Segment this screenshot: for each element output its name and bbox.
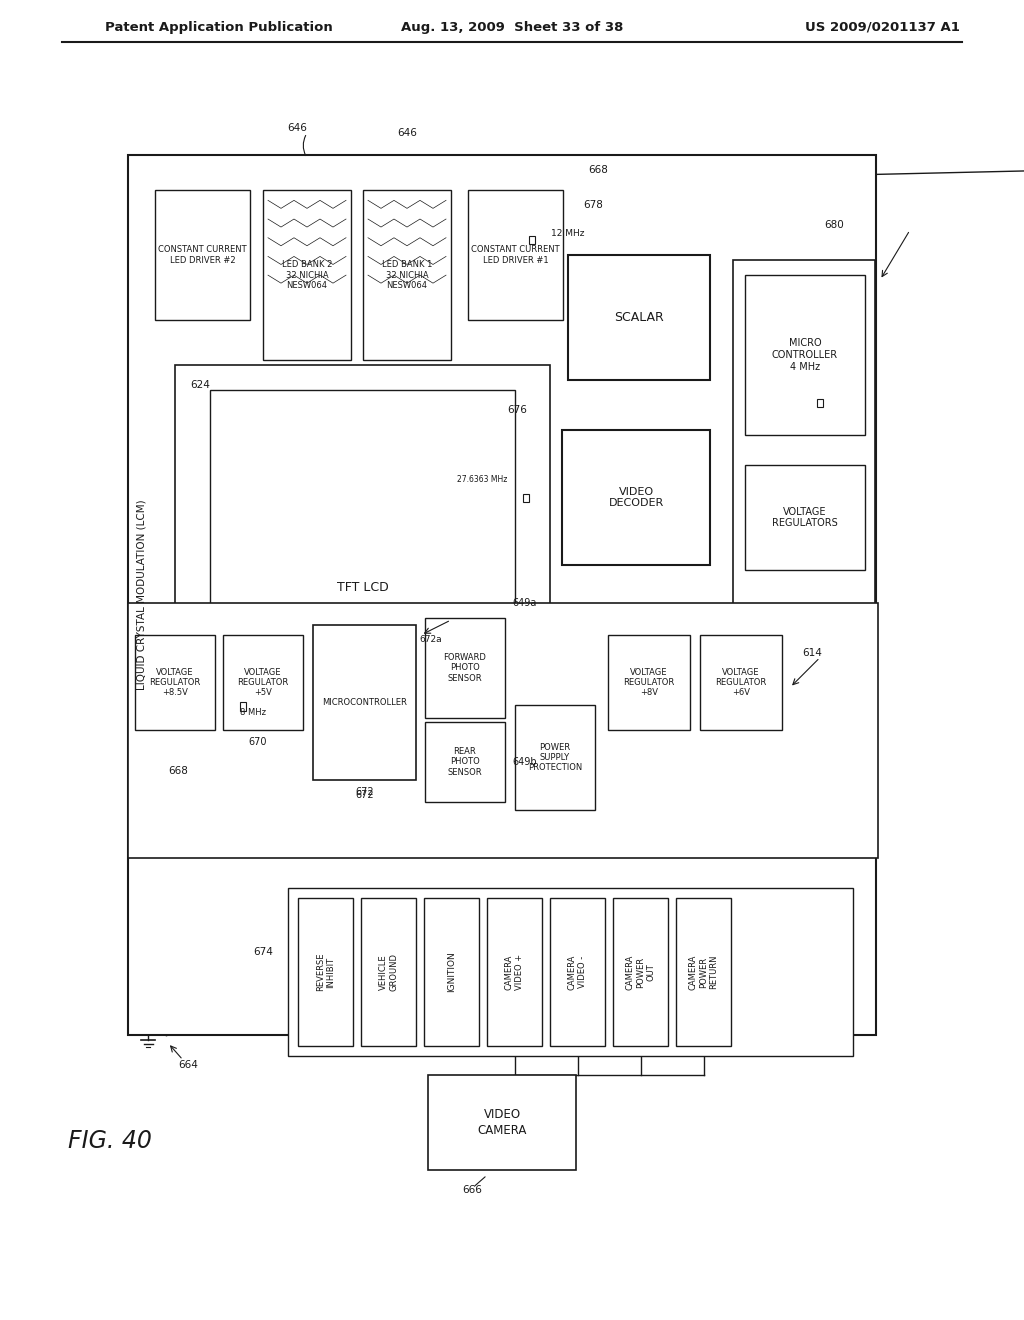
FancyBboxPatch shape <box>298 898 353 1045</box>
Text: 668: 668 <box>168 766 188 776</box>
FancyBboxPatch shape <box>240 702 246 710</box>
Text: VOLTAGE
REGULATOR
+8V: VOLTAGE REGULATOR +8V <box>624 668 675 697</box>
Text: LIQUID CRYSTAL MODULATION (LCM): LIQUID CRYSTAL MODULATION (LCM) <box>137 500 147 690</box>
Text: 672a: 672a <box>420 635 442 644</box>
Text: 8 MHz: 8 MHz <box>240 709 266 717</box>
FancyBboxPatch shape <box>562 430 710 565</box>
Text: VOLTAGE
REGULATOR
+6V: VOLTAGE REGULATOR +6V <box>716 668 767 697</box>
FancyBboxPatch shape <box>550 898 605 1045</box>
Text: IGNITION: IGNITION <box>447 952 456 993</box>
Text: LED BANK 1
32 NICHIA
NESW064: LED BANK 1 32 NICHIA NESW064 <box>382 260 432 290</box>
Text: VOLTAGE
REGULATOR
+8.5V: VOLTAGE REGULATOR +8.5V <box>150 668 201 697</box>
Text: 27.6363 MHz: 27.6363 MHz <box>457 475 507 484</box>
FancyBboxPatch shape <box>817 399 823 407</box>
FancyBboxPatch shape <box>263 190 351 360</box>
FancyBboxPatch shape <box>155 190 250 319</box>
Text: Patent Application Publication: Patent Application Publication <box>105 21 333 33</box>
Text: CAMERA
VIDEO +: CAMERA VIDEO + <box>505 954 524 990</box>
FancyBboxPatch shape <box>745 465 865 570</box>
FancyBboxPatch shape <box>361 898 416 1045</box>
Text: FIG. 40: FIG. 40 <box>68 1130 152 1154</box>
Text: 674: 674 <box>253 946 273 957</box>
Text: VEHICLE
GROUND: VEHICLE GROUND <box>379 953 398 991</box>
FancyBboxPatch shape <box>608 635 690 730</box>
FancyBboxPatch shape <box>529 236 535 244</box>
Text: CONSTANT CURRENT
LED DRIVER #2: CONSTANT CURRENT LED DRIVER #2 <box>158 246 247 265</box>
Text: VOLTAGE
REGULATOR
+5V: VOLTAGE REGULATOR +5V <box>238 668 289 697</box>
FancyBboxPatch shape <box>313 624 416 780</box>
Text: POWER
SUPPLY
PROTECTION: POWER SUPPLY PROTECTION <box>528 743 582 772</box>
Text: 649b: 649b <box>513 756 538 767</box>
Text: 672: 672 <box>355 789 374 800</box>
Text: 672: 672 <box>355 787 374 797</box>
Text: FORWARD
PHOTO
SENSOR: FORWARD PHOTO SENSOR <box>443 653 486 682</box>
FancyBboxPatch shape <box>128 603 878 858</box>
FancyBboxPatch shape <box>135 635 215 730</box>
Text: 12 MHz: 12 MHz <box>551 228 585 238</box>
Text: VIDEO
DECODER: VIDEO DECODER <box>608 487 664 508</box>
Text: CONSTANT CURRENT
LED DRIVER #1: CONSTANT CURRENT LED DRIVER #1 <box>471 246 560 265</box>
Text: LED BANK 2
32 NICHIA
NESW064: LED BANK 2 32 NICHIA NESW064 <box>282 260 332 290</box>
FancyBboxPatch shape <box>210 389 515 805</box>
FancyBboxPatch shape <box>468 190 563 319</box>
Text: TFT LCD: TFT LCD <box>337 581 388 594</box>
FancyBboxPatch shape <box>425 722 505 803</box>
FancyBboxPatch shape <box>523 494 529 502</box>
Text: 670: 670 <box>249 737 267 747</box>
Text: VIDEO
CAMERA: VIDEO CAMERA <box>477 1109 526 1137</box>
Text: REAR
PHOTO
SENSOR: REAR PHOTO SENSOR <box>447 747 482 777</box>
FancyBboxPatch shape <box>223 635 303 730</box>
Text: CAMERA
VIDEO -: CAMERA VIDEO - <box>567 954 587 990</box>
FancyBboxPatch shape <box>424 898 479 1045</box>
FancyBboxPatch shape <box>700 635 782 730</box>
FancyBboxPatch shape <box>676 898 731 1045</box>
FancyBboxPatch shape <box>362 190 451 360</box>
Text: VOLTAGE
REGULATORS: VOLTAGE REGULATORS <box>772 507 838 528</box>
Text: Aug. 13, 2009  Sheet 33 of 38: Aug. 13, 2009 Sheet 33 of 38 <box>400 21 624 33</box>
FancyBboxPatch shape <box>745 275 865 436</box>
FancyBboxPatch shape <box>128 154 876 1035</box>
FancyBboxPatch shape <box>175 366 550 830</box>
Text: CAMERA
POWER
OUT: CAMERA POWER OUT <box>626 954 655 990</box>
Text: 649a: 649a <box>513 598 538 609</box>
FancyBboxPatch shape <box>733 260 874 696</box>
FancyBboxPatch shape <box>515 705 595 810</box>
Text: 646: 646 <box>397 128 417 139</box>
Text: SCALAR: SCALAR <box>614 312 664 323</box>
FancyBboxPatch shape <box>568 255 710 380</box>
Text: US 2009/0201137 A1: US 2009/0201137 A1 <box>805 21 961 33</box>
FancyBboxPatch shape <box>613 898 668 1045</box>
Text: 646: 646 <box>287 123 307 133</box>
Text: 668: 668 <box>588 165 608 176</box>
Text: CAMERA
POWER
RETURN: CAMERA POWER RETURN <box>688 954 719 990</box>
Text: 624: 624 <box>190 380 210 389</box>
FancyBboxPatch shape <box>487 898 542 1045</box>
Text: MICRO
CONTROLLER
4 MHz: MICRO CONTROLLER 4 MHz <box>772 338 838 372</box>
Text: 666: 666 <box>462 1185 482 1195</box>
Text: 680: 680 <box>824 220 844 230</box>
Text: 676: 676 <box>507 405 527 414</box>
Text: 614: 614 <box>802 648 822 657</box>
Text: 678: 678 <box>583 201 603 210</box>
Text: REVERSE
INHIBIT: REVERSE INHIBIT <box>315 953 335 991</box>
FancyBboxPatch shape <box>428 1074 575 1170</box>
Text: 664: 664 <box>178 1060 198 1071</box>
Text: MICROCONTROLLER: MICROCONTROLLER <box>323 698 407 708</box>
FancyBboxPatch shape <box>288 888 853 1056</box>
FancyBboxPatch shape <box>425 618 505 718</box>
